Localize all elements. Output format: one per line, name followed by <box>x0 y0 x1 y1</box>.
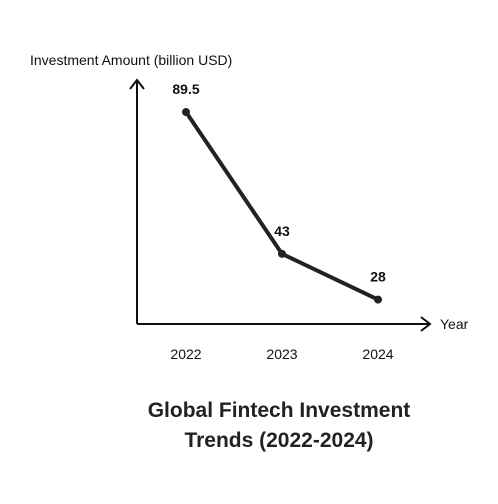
data-point-2023 <box>278 249 286 258</box>
x-axis-arrow-icon <box>420 316 432 332</box>
data-label-2022: 89.5 <box>172 81 199 97</box>
chart-title: Global Fintech Investment Trends (2022-2… <box>0 396 498 456</box>
chart-marks: 89.5 2022 43 2023 28 2024 <box>170 81 393 362</box>
y-axis-label: Investment Amount (billion USD) <box>30 52 232 68</box>
x-tick-label-2024: 2024 <box>362 346 393 362</box>
data-point-2022 <box>182 108 190 117</box>
data-label-2023: 43 <box>274 223 290 239</box>
chart-title-line-1: Global Fintech Investment <box>147 399 411 422</box>
chart-title-line-2: Trends (2022-2024) <box>184 429 374 452</box>
series-line <box>184 110 380 302</box>
x-tick-label-2022: 2022 <box>170 346 201 362</box>
x-tick-label-2023: 2023 <box>266 346 297 362</box>
data-point-2024 <box>374 295 382 304</box>
data-label-2024: 28 <box>370 269 386 285</box>
x-axis-label: Year <box>440 316 469 332</box>
y-axis-arrow-icon <box>129 78 145 90</box>
